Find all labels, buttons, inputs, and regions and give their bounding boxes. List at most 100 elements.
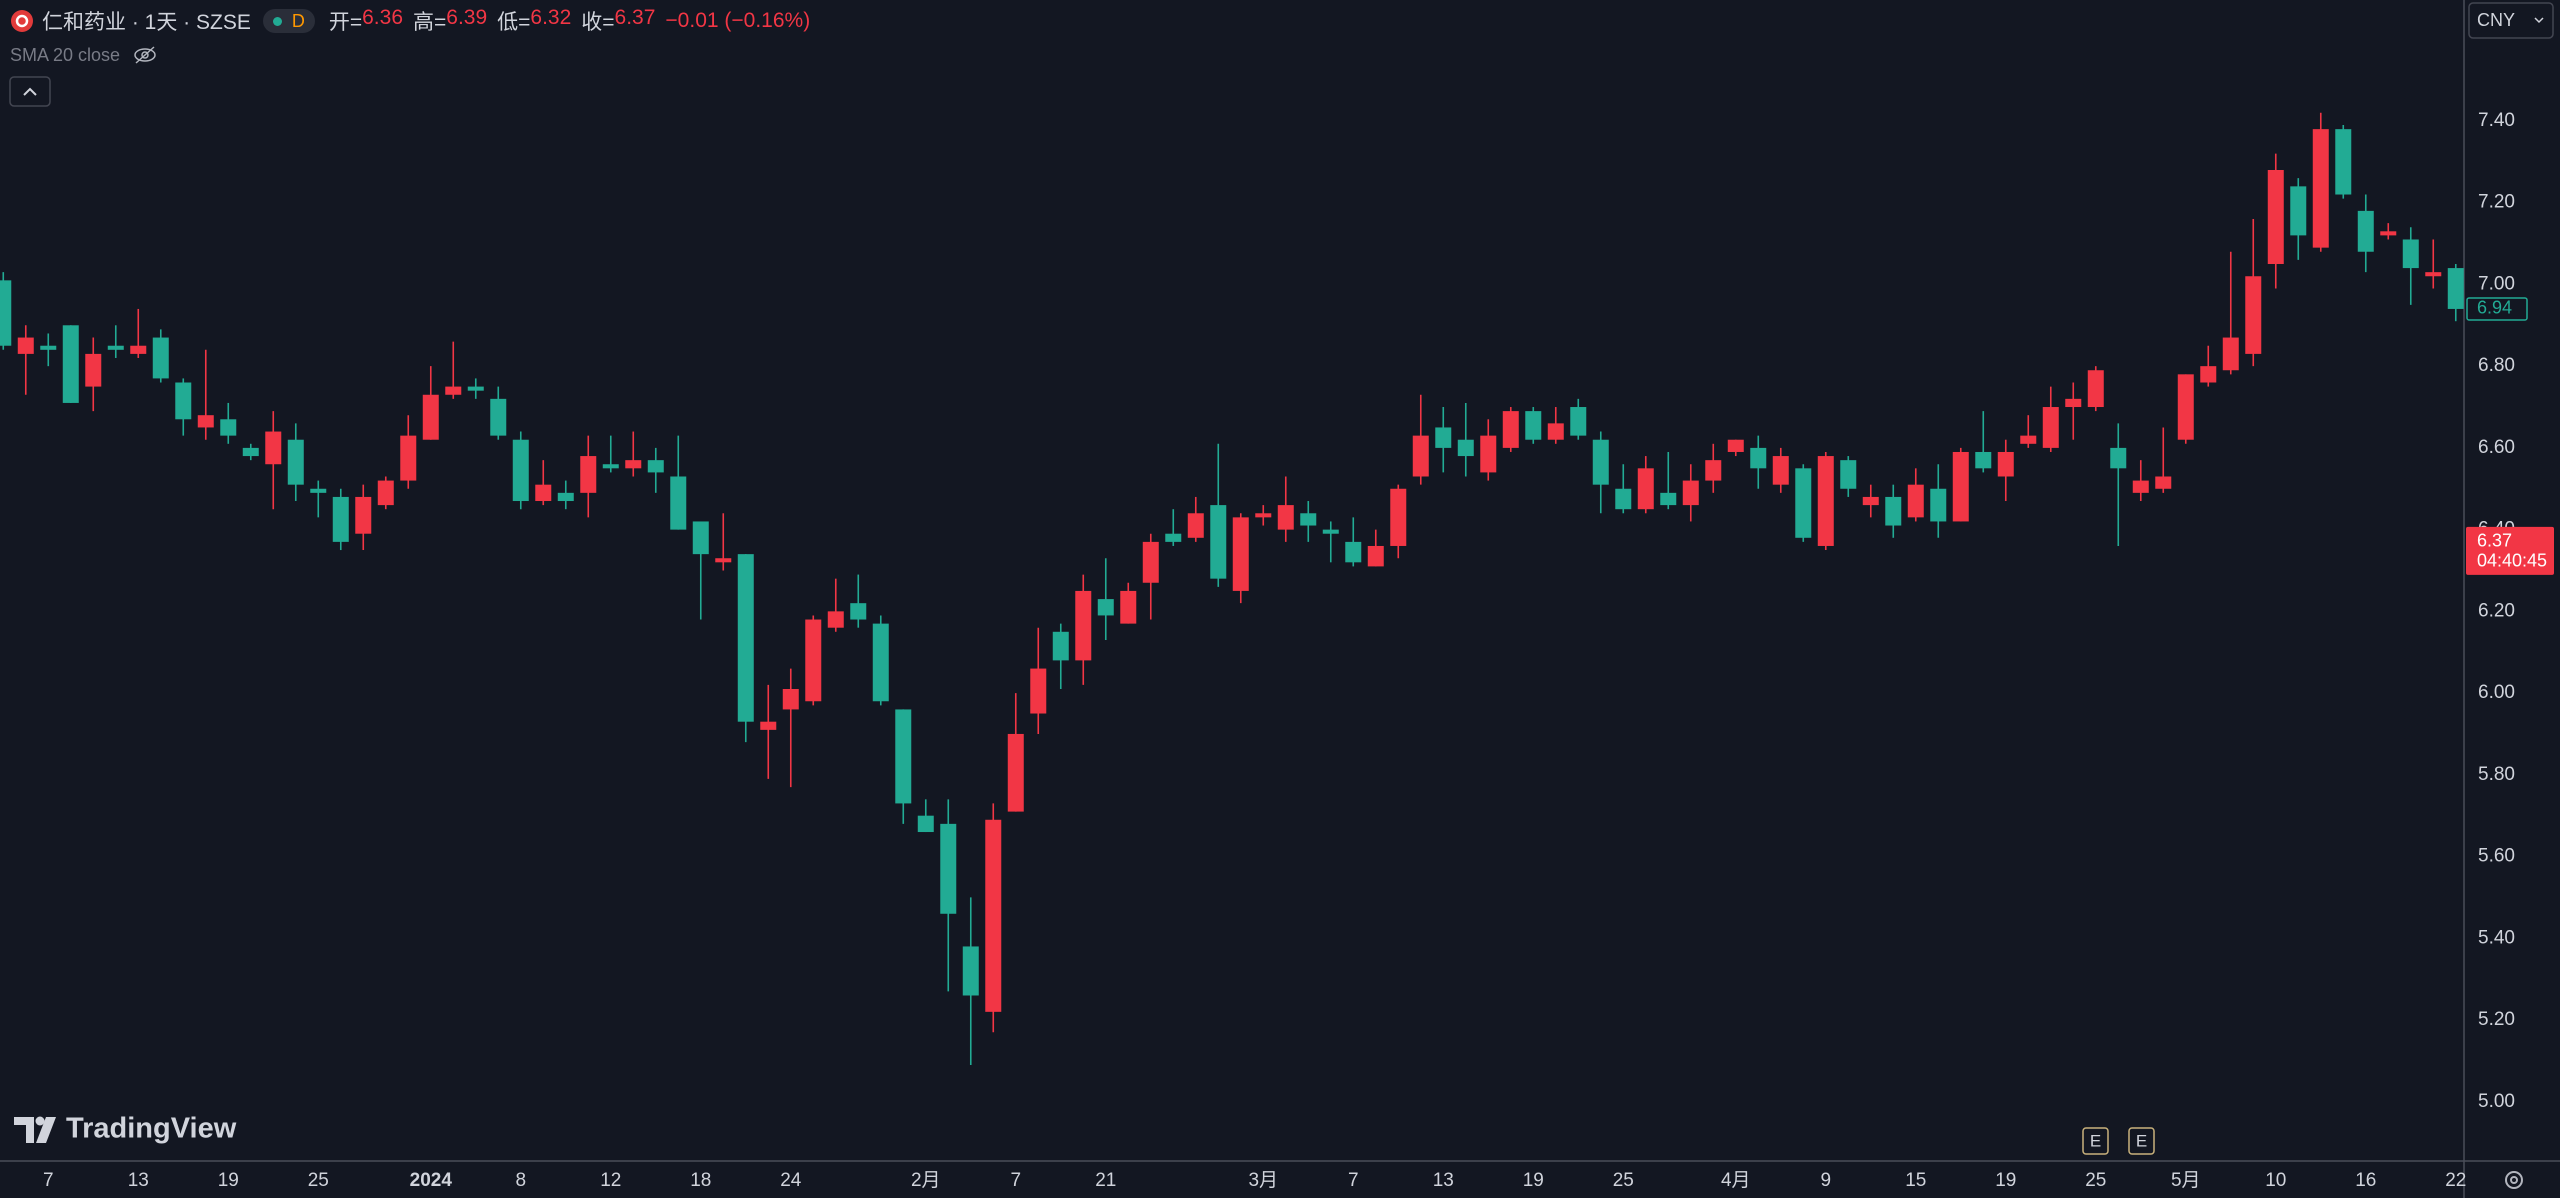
candle-body — [1345, 541, 1362, 563]
interval-label: D — [291, 10, 305, 31]
y-tick-label: 6.20 — [2478, 600, 2515, 621]
candle-body — [895, 709, 912, 804]
interval-badge[interactable]: D — [262, 9, 315, 33]
candle-body — [422, 394, 439, 440]
candle-body — [2402, 239, 2419, 269]
candle-body — [1120, 590, 1137, 624]
candle-body — [2380, 231, 2397, 236]
candle-body — [2245, 276, 2262, 354]
candle-body — [1052, 631, 1069, 661]
candle-body — [1030, 668, 1047, 714]
candle-body — [1142, 541, 1159, 583]
candle-body — [2065, 398, 2082, 408]
candle-body — [1547, 423, 1564, 440]
candle-body — [1637, 468, 1654, 510]
candle-body — [2042, 407, 2059, 448]
candle-body — [670, 476, 687, 530]
candle-body — [715, 558, 732, 563]
y-tick-label: 5.40 — [2478, 927, 2515, 948]
candle-body — [1232, 517, 1249, 591]
symbol-icon — [11, 10, 33, 32]
candle-body — [175, 382, 192, 420]
collapse-button[interactable] — [9, 76, 51, 107]
candle-body — [1502, 411, 1519, 448]
candle-body — [535, 484, 552, 502]
change-value: −0.01 (−0.16%) — [665, 9, 811, 32]
candle-body — [1007, 733, 1024, 812]
candle-body — [2155, 476, 2172, 489]
candle-body — [2357, 210, 2374, 252]
candle-body — [1975, 451, 1992, 469]
candle-body — [692, 521, 709, 555]
candle-body — [1682, 480, 1699, 506]
indicator-name: SMA 20 close — [10, 44, 121, 65]
ohlc-values: 开= 6.36 高= 6.39 低= 6.32 收= 6.37 — [329, 6, 666, 36]
x-tick-label: 16 — [2355, 1170, 2376, 1191]
x-tick-label: 7 — [1010, 1170, 1021, 1191]
candle-body — [1727, 439, 1744, 452]
candle-body — [625, 460, 642, 469]
candle-body — [1862, 496, 1879, 506]
candle-body — [1885, 496, 1902, 526]
candle-body — [1367, 545, 1384, 567]
candle-body — [2132, 480, 2149, 493]
hide-icon[interactable] — [132, 44, 158, 66]
candle-body — [0, 280, 12, 346]
candle-body — [377, 480, 394, 506]
candle-body — [242, 447, 259, 457]
candle-body — [1795, 468, 1812, 538]
candle-body — [1997, 451, 2014, 477]
candle-body — [1952, 451, 1969, 522]
candle-body — [737, 554, 754, 722]
candle-body — [1097, 599, 1114, 616]
settings-icon[interactable] — [2505, 1171, 2523, 1189]
earnings-label: E — [2090, 1131, 2101, 1150]
close-tag-label: 6.94 — [2477, 298, 2512, 318]
candle-body — [17, 337, 34, 354]
x-tick-label: 25 — [2085, 1170, 2106, 1191]
candle-body — [827, 611, 844, 628]
currency-label: CNY — [2477, 10, 2515, 30]
candle-body — [647, 460, 664, 473]
legend-label: 收= — [581, 11, 615, 34]
candle-body — [1570, 407, 1587, 436]
earnings-marker[interactable] — [2128, 1127, 2155, 1155]
y-tick-label: 5.80 — [2478, 764, 2515, 785]
x-tick-label: 7 — [1348, 1170, 1359, 1191]
candle-body — [107, 345, 124, 350]
y-tick-label: 5.00 — [2478, 1091, 2515, 1112]
candle-body — [1615, 488, 1632, 510]
indicator-row: SMA 20 close — [10, 42, 158, 68]
candle-body — [287, 439, 304, 485]
candle-body — [760, 721, 777, 730]
candle-body — [512, 439, 529, 502]
currency-button[interactable] — [2468, 2, 2554, 39]
candle-body — [467, 386, 484, 391]
candle-body — [1840, 460, 1857, 489]
x-tick-label: 19 — [1523, 1170, 1544, 1191]
symbol-title: 仁和药业 · 1天 · SZSE — [42, 11, 251, 34]
x-tick-label: 5月 — [2171, 1170, 2201, 1191]
countdown-label: 04:40:45 — [2477, 551, 2547, 571]
price-tag-label: 6.37 — [2477, 531, 2512, 551]
earnings-marker[interactable] — [2082, 1127, 2109, 1155]
x-tick-label: 7 — [43, 1170, 54, 1191]
candle-body — [805, 619, 822, 702]
candle-body — [1255, 513, 1272, 518]
candle-body — [220, 419, 237, 436]
candle-body — [1277, 505, 1294, 530]
candle-body — [40, 345, 57, 350]
candle-body — [1187, 513, 1204, 538]
candle-body — [2087, 370, 2104, 408]
candle-body — [2425, 272, 2442, 277]
x-tick-label: 24 — [780, 1170, 802, 1191]
candle-body — [197, 415, 214, 428]
candle-body — [490, 398, 507, 436]
brand-logo — [14, 1116, 56, 1143]
x-tick-label: 4月 — [1721, 1170, 1751, 1191]
candle-body — [2290, 186, 2307, 236]
x-tick-label: 8 — [515, 1170, 526, 1191]
candle-body — [1210, 505, 1227, 579]
